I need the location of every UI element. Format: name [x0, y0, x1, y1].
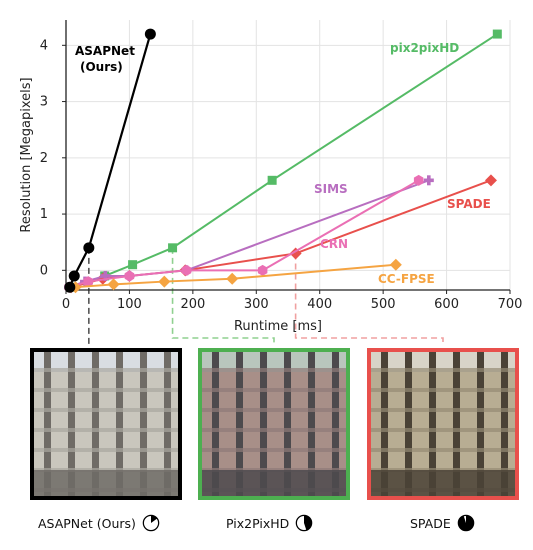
building-facade-image [202, 352, 346, 496]
y-axis-title: Resolution [Megapixels] [19, 77, 34, 232]
ccfpse-label: CC-FPSE [378, 272, 435, 286]
facade-ground-floor [371, 470, 515, 496]
cc-fpse-point [226, 272, 239, 285]
crn-point [413, 174, 424, 186]
x-tick-label: 0 [62, 297, 70, 312]
crn-point [124, 270, 135, 282]
building-facade-image [34, 352, 178, 496]
runtime-resolution-chart: 0 100 200 300 400 500 600 700 0 1 2 3 4 ASAPNet (Ours… [19, 20, 523, 345]
pix2pixhd-line [72, 33, 498, 289]
series-asapnet-ours [64, 28, 156, 293]
asapnet-ours-point [64, 281, 76, 293]
crn-point [83, 276, 93, 288]
asapnet-ours-point [144, 28, 156, 40]
pix2pixhd-caption: Pix2PixHD [226, 512, 313, 534]
cc-fpse-point [107, 278, 120, 291]
pix2pixhd-link-line [171, 247, 275, 345]
spade-output-image [367, 348, 519, 500]
y-tick-label: 1 [40, 207, 48, 222]
asapnet-ours-line [68, 33, 152, 288]
series-pix2pixhd [67, 29, 502, 292]
sims-point [423, 175, 434, 186]
crn-line [68, 179, 420, 289]
clock-icon [142, 514, 160, 532]
pix2pixhd-output-image [198, 348, 350, 500]
facade-ground-floor [34, 470, 178, 496]
clock-icon [457, 514, 475, 532]
asapnet-ours-point [68, 270, 80, 282]
pix2pixhd-point [168, 243, 178, 253]
sims-point-v [427, 175, 431, 186]
cc-fpse-point [158, 275, 171, 288]
crn-point [181, 264, 192, 276]
sims-point-v [103, 270, 108, 281]
asapnet-label-line2: (Ours) [80, 60, 123, 74]
pix2pixhd-point [128, 260, 138, 270]
dashed-link-lines [88, 247, 444, 345]
sims-point [100, 270, 111, 281]
y-tick-label: 0 [40, 263, 48, 278]
pix2pixhd-label: pix2pixHD [390, 41, 459, 55]
chart-axes: 0 100 200 300 400 500 600 700 0 1 2 3 4 [40, 20, 523, 312]
sims-label: SIMS [314, 182, 348, 196]
y-tick-label: 4 [40, 38, 48, 53]
clock-fill [150, 515, 158, 523]
x-tick-label: 700 [498, 297, 523, 312]
clock-fill [304, 515, 312, 531]
spade-caption: SPADE [410, 512, 475, 534]
clock-fill [458, 515, 474, 531]
chart-grid [65, 20, 511, 290]
asapnet-caption-text: ASAPNet (Ours) [38, 515, 136, 531]
y-tick-label: 2 [40, 151, 48, 166]
crn-point [257, 264, 268, 276]
x-tick-label: 100 [117, 297, 142, 312]
x-tick-label: 600 [434, 297, 459, 312]
x-tick-label: 300 [244, 297, 269, 312]
spade-label: SPADE [447, 197, 491, 211]
chart-series [64, 28, 502, 294]
pix2pixhd-point [267, 175, 277, 185]
facade-ground-floor [202, 470, 346, 496]
crn-label: CRN [320, 237, 348, 251]
building-facade-image [371, 352, 515, 496]
clock-icon [295, 514, 313, 532]
asapnet-output-image [30, 348, 182, 500]
series-labels: ASAPNet (Ours) pix2pixHD SIMS SPADE CRN CC-FPS… [75, 41, 491, 286]
pix2pixhd-caption-text: Pix2PixHD [226, 515, 290, 531]
x-tick-label: 500 [371, 297, 396, 312]
spade-point [484, 174, 497, 187]
asapnet-caption: ASAPNet (Ours) [38, 512, 160, 534]
cc-fpse-point [389, 258, 402, 271]
y-tick-label: 3 [40, 95, 48, 110]
asapnet-ours-point [83, 242, 95, 254]
pix2pixhd-point [492, 29, 502, 39]
asapnet-label-line1: ASAPNet [75, 44, 135, 58]
series-cc-fpse [69, 258, 402, 294]
x-tick-label: 200 [180, 297, 205, 312]
x-tick-label: 400 [307, 297, 332, 312]
spade-caption-text: SPADE [410, 515, 451, 531]
spade-link-line [294, 253, 444, 345]
x-axis-title: Runtime [ms] [234, 319, 322, 334]
